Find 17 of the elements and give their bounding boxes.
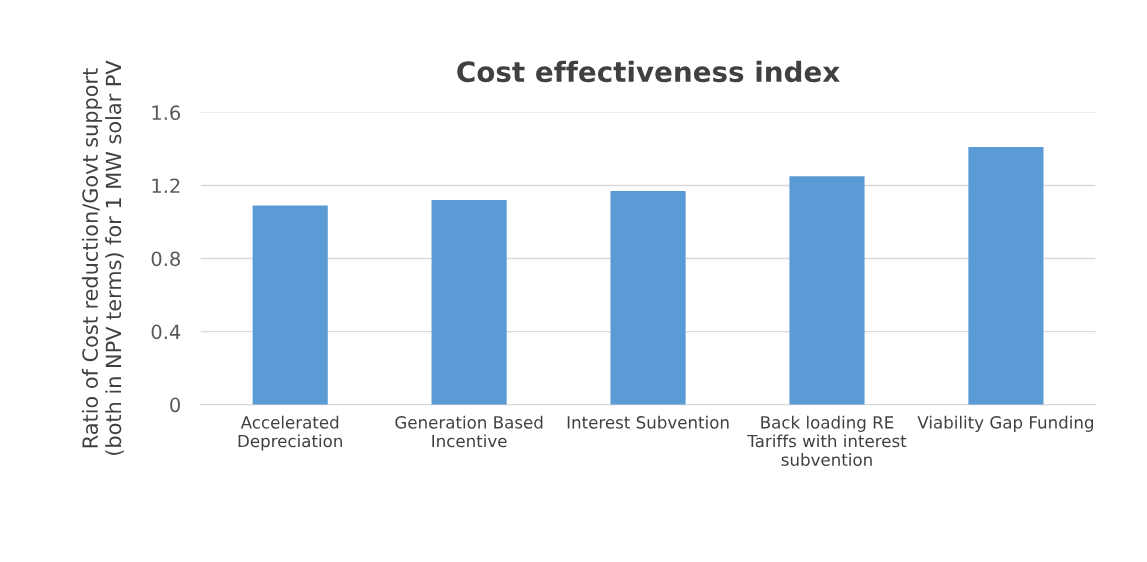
x-tick-label: Interest Subvention xyxy=(567,415,729,429)
chart-title: Cost effectiveness index xyxy=(457,60,840,83)
bar xyxy=(610,190,686,405)
x-tick-label: Accelerated Depreciation xyxy=(238,415,342,451)
bar xyxy=(789,176,865,405)
bar xyxy=(252,205,328,405)
bar xyxy=(968,147,1044,405)
x-tick-label: Generation Based Incentive xyxy=(395,415,543,448)
y-tick-label: 1.2 xyxy=(152,178,180,193)
x-tick-label: Back loading RE Tariffs with interest subvention xyxy=(747,415,907,466)
y-axis-title: Ratio of Cost reduction/Govt support (both in NPV terms) for 1 MW solar PV xyxy=(81,60,124,455)
y-tick-label: 0 xyxy=(170,397,180,413)
bar xyxy=(431,200,507,405)
y-tick-label: 0.8 xyxy=(151,251,180,267)
x-tick-label: Viability Gap Funding xyxy=(917,415,1093,432)
y-tick-label: 1.6 xyxy=(152,105,181,121)
y-tick-label: 0.4 xyxy=(151,324,181,340)
